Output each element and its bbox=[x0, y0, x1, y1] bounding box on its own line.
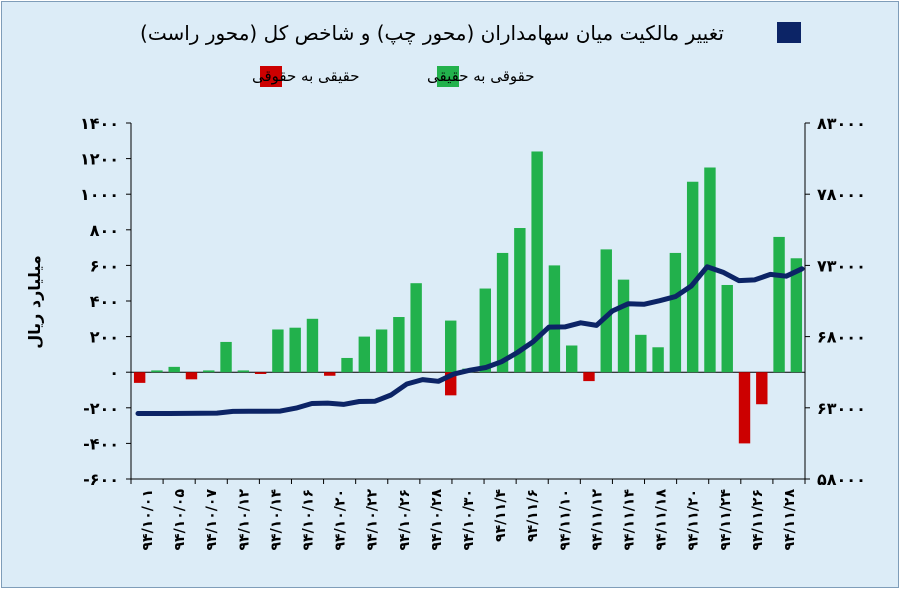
bar-legal-to-real bbox=[375, 329, 388, 373]
left-tick-label: -۴۰۰ bbox=[83, 434, 119, 453]
legend-swatch-real-to-legal bbox=[260, 66, 282, 87]
x-tick-label: ۹۴/۱۱/۲۰ bbox=[686, 489, 702, 551]
x-tick-label: ۹۴/۱۱/۲۴ bbox=[718, 489, 734, 551]
bar-legal-to-real bbox=[617, 279, 630, 373]
x-tick-label: ۹۴/۱۱/۱۰ bbox=[557, 489, 573, 551]
legend-swatch-index bbox=[777, 22, 801, 43]
bar-legal-to-real bbox=[445, 320, 457, 373]
left-tick-label: ۶۰۰ bbox=[90, 256, 119, 275]
x-tick-label: ۹۴/۱۰/۱۶ bbox=[301, 489, 317, 551]
bar-legal-to-real bbox=[272, 329, 284, 373]
x-tick-label: ۹۴/۱۱/۲۶ bbox=[750, 489, 766, 551]
bar-legal-to-real bbox=[289, 327, 301, 373]
bar-legal-to-real bbox=[565, 345, 578, 373]
x-tick-label: ۹۴/۱۱/۱۲ bbox=[589, 489, 605, 551]
bar-legal-to-real bbox=[237, 370, 250, 373]
x-tick-label: ۹۴/۱۱/۶ bbox=[525, 489, 541, 542]
bar-real-to-legal bbox=[185, 372, 198, 380]
bar-legal-to-real bbox=[393, 317, 405, 373]
bar-legal-to-real bbox=[203, 370, 215, 373]
legend-label-legal-to-real-red: حقیقی به حقوقی bbox=[252, 67, 360, 85]
bar-legal-to-real bbox=[669, 252, 682, 373]
x-tick-label: ۹۴/۱۱/۱۸ bbox=[654, 489, 670, 551]
bar-real-to-legal bbox=[324, 372, 336, 376]
legend-label-legal-to-real: حقوقی به حقیقی bbox=[427, 67, 535, 85]
bar-legal-to-real bbox=[341, 357, 353, 373]
bar-legal-to-real bbox=[548, 265, 561, 373]
bar-legal-to-real bbox=[514, 228, 526, 373]
bar-legal-to-real bbox=[652, 347, 664, 373]
bar-legal-to-real bbox=[496, 252, 509, 373]
right-tick-label: ۷۸۰۰۰ bbox=[817, 185, 866, 204]
bar-legal-to-real bbox=[686, 181, 699, 373]
right-tick-label: ۶۸۰۰۰ bbox=[817, 328, 866, 347]
y-axis-label: میلیارد ریال bbox=[25, 255, 44, 349]
index-line bbox=[135, 264, 805, 416]
left-tick-label: ۲۰۰ bbox=[90, 328, 119, 347]
legend-swatch-legal-to-real bbox=[437, 66, 459, 87]
x-tick-label: ۹۴/۱۰/۰۷ bbox=[204, 489, 220, 551]
bar-legal-to-real bbox=[151, 370, 163, 373]
x-tick-label: ۹۴/۱۱/۴ bbox=[493, 489, 509, 542]
right-tick-label: ۸۳۰۰۰ bbox=[817, 114, 866, 133]
x-tick-label: ۹۴/۱۰/۰۵ bbox=[172, 489, 188, 551]
x-tick-label: ۹۴/۱۰/۱۲ bbox=[236, 489, 252, 551]
x-tick-label: ۹۴/۱۰/۳۰ bbox=[461, 489, 477, 551]
bar-legal-to-real bbox=[220, 341, 232, 373]
left-tick-label: ۱۴۰۰ bbox=[80, 114, 119, 133]
x-tick-label: ۹۴/۱۰/۲۰ bbox=[333, 489, 349, 551]
bar-legal-to-real bbox=[600, 249, 612, 373]
left-tick-label: ۰ bbox=[109, 363, 119, 382]
left-tick-label: ۴۰۰ bbox=[90, 292, 119, 311]
x-tick-label: ۹۴/۱۰/۰۱ bbox=[140, 489, 156, 551]
bar-legal-to-real bbox=[773, 236, 785, 373]
left-tick-label: -۶۰۰ bbox=[83, 470, 119, 489]
x-tick-label: ۹۴/۱۱/۱۴ bbox=[622, 489, 638, 551]
bar-legal-to-real bbox=[168, 366, 180, 373]
bar-real-to-legal bbox=[133, 372, 146, 383]
bar-legal-to-real bbox=[721, 284, 733, 373]
right-tick-label: ۶۳۰۰۰ bbox=[817, 399, 866, 418]
bar-legal-to-real bbox=[790, 258, 803, 373]
left-tick-label: ۸۰۰ bbox=[90, 221, 119, 240]
x-tick-label: ۹۴/۱۰/۲۲ bbox=[365, 489, 381, 551]
left-tick-label: ۱۲۰۰ bbox=[80, 150, 119, 169]
right-tick-label: ۵۸۰۰۰ bbox=[817, 470, 866, 489]
x-tick-label: ۹۴/۱۰/۲۶ bbox=[397, 489, 413, 551]
chart-title: تغییر مالکیت میان سهامداران (محور چپ) و … bbox=[140, 21, 724, 46]
bar-legal-to-real bbox=[479, 288, 491, 373]
x-tick-label: ۹۴/۱۰/۲۸ bbox=[429, 489, 445, 551]
bar-legal-to-real bbox=[531, 151, 543, 373]
x-tick-label: ۹۴/۱۱/۲۸ bbox=[782, 489, 798, 551]
bar-real-to-legal bbox=[583, 372, 595, 382]
bar-legal-to-real bbox=[358, 336, 371, 373]
left-tick-label: -۲۰۰ bbox=[83, 399, 119, 418]
x-tick-label: ۹۴/۱۰/۱۴ bbox=[268, 489, 284, 551]
bar-legal-to-real bbox=[635, 334, 647, 373]
bar-real-to-legal bbox=[445, 372, 457, 396]
bar-legal-to-real bbox=[306, 318, 319, 373]
bar-real-to-legal bbox=[738, 372, 751, 444]
bar-real-to-legal bbox=[756, 372, 768, 405]
bar-real-to-legal bbox=[254, 372, 267, 374]
left-tick-label: ۱۰۰۰ bbox=[80, 185, 119, 204]
bar-legal-to-real bbox=[410, 283, 422, 373]
right-tick-label: ۷۳۰۰۰ bbox=[817, 256, 866, 275]
